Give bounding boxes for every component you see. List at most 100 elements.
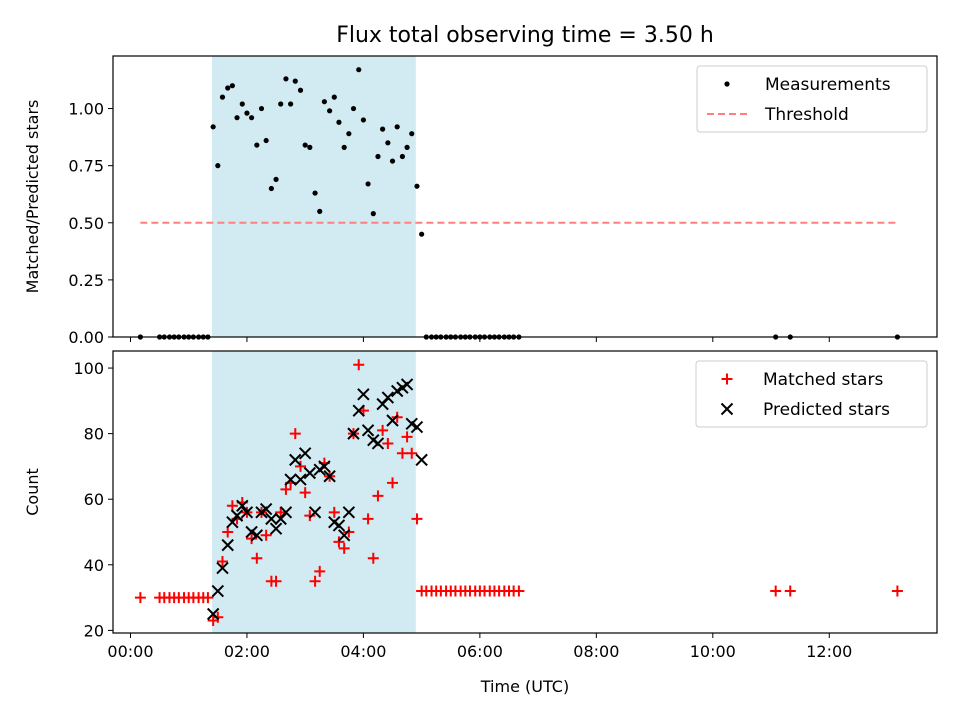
y-tick-label: 40 (84, 556, 104, 575)
measurements-point (389, 158, 396, 164)
bottom-legend: Matched stars Predicted stars (695, 360, 928, 428)
measurements-point (278, 101, 284, 107)
bottom-y-axis-label: Count (23, 468, 42, 516)
matched-stars-point (401, 431, 413, 443)
matched-stars-point (251, 552, 263, 564)
matched-stars-point (784, 585, 796, 597)
matched-stars-point (202, 592, 214, 604)
top-y-axis-label: Matched/Predicted stars (23, 100, 42, 294)
measurements-point (331, 94, 337, 100)
matched-stars-point (280, 483, 292, 495)
top-ticks: 0.00 0.25 0.50 0.75 1.00 (68, 100, 830, 347)
measurements-point (409, 131, 415, 137)
x-tick-label: 06:00 (457, 642, 503, 661)
y-tick-label: 100 (73, 359, 104, 378)
predicted-stars-point (303, 466, 317, 480)
predicted-stars-point (289, 453, 302, 467)
matched-stars-point (289, 428, 301, 440)
predicted-stars-point (230, 509, 244, 522)
matched-stars-point (396, 447, 408, 459)
measurements-point (292, 78, 298, 84)
matched-stars-point (372, 490, 384, 502)
predicted-stars-point (318, 460, 331, 473)
measurements-point (268, 185, 274, 192)
predicted-stars-point (294, 473, 307, 486)
x-tick-label: 10:00 (690, 642, 736, 661)
matched-stars-point (304, 510, 316, 522)
predicted-stars-point (250, 529, 264, 542)
predicted-stars-point (265, 512, 278, 526)
matched-stars-point (328, 506, 340, 518)
matched-stars-point (406, 447, 418, 459)
matched-stars-point (353, 359, 365, 371)
y-tick-label: 0.25 (68, 271, 104, 290)
matched-stars-point (299, 487, 311, 499)
predicted-stars-point (415, 453, 428, 467)
measurements-point (365, 181, 371, 187)
predicted-stars-point (381, 391, 395, 404)
predicted-stars-point (308, 506, 322, 519)
measurements-point (273, 176, 279, 182)
predicted-stars-point (284, 473, 297, 486)
predicted-stars-point (298, 447, 312, 460)
bottom-panel: 20 40 60 80 100 00:00 02:00 04:00 06:00 08:00 10:0… (23, 350, 938, 696)
x-tick-label: 00:00 (107, 642, 153, 661)
measurements-point (350, 105, 357, 112)
bottom-marks (134, 359, 903, 627)
legend-marker-matched-stars (721, 373, 733, 385)
y-tick-label: 0.50 (68, 214, 104, 233)
predicted-stars-point (323, 470, 336, 483)
matched-stars-point (362, 513, 374, 525)
matched-stars-point (770, 585, 782, 597)
measurements-point (219, 94, 226, 100)
predicted-stars-point (226, 515, 239, 529)
legend-label-measurements: Measurements (765, 75, 891, 95)
measurements-point (312, 190, 318, 196)
predicted-stars-point (342, 506, 356, 519)
predicted-stars-point (332, 519, 346, 532)
matched-stars-point (246, 533, 258, 545)
measurements-point (225, 85, 231, 91)
chart-title: Flux total observing time = 3.50 h (336, 23, 714, 48)
y-tick-label: 0.75 (68, 157, 104, 176)
legend-label-threshold: Threshold (764, 105, 849, 125)
measurements-point (248, 115, 255, 121)
measurements-point (375, 153, 381, 160)
legend-marker-measurements (724, 81, 730, 87)
top-legend-box (696, 65, 928, 133)
legend-label-matched-stars: Matched stars (763, 370, 883, 390)
predicted-stars-point (357, 388, 370, 401)
measurements-point (399, 153, 406, 160)
x-tick-label: 08:00 (573, 642, 619, 661)
measurements-point (288, 101, 294, 107)
measurements-point (336, 119, 342, 125)
predicted-stars-point (410, 420, 424, 434)
measurements-point (341, 144, 347, 150)
matched-stars-point (411, 513, 423, 525)
y-tick-label: 20 (84, 621, 104, 640)
observing-window-span (211, 351, 416, 633)
bottom-ticks: 20 40 60 80 100 00:00 02:00 04:00 06:00 08:00 10:0… (73, 359, 852, 661)
matched-stars-point (270, 575, 282, 587)
measurements-point (234, 115, 240, 121)
measurements-point (307, 144, 313, 150)
matched-stars-point (226, 500, 238, 512)
measurements-point (244, 110, 250, 116)
x-tick-label: 12:00 (806, 642, 852, 661)
matched-stars-point (314, 565, 326, 577)
y-tick-label: 1.00 (68, 100, 104, 119)
top-panel: 0.00 0.25 0.50 0.75 1.00 Matched/Predicted s… (23, 55, 938, 347)
measurements-point (317, 208, 323, 214)
x-axis-label: Time (UTC) (480, 677, 569, 696)
matched-stars-point (338, 542, 350, 554)
y-tick-label: 80 (84, 425, 104, 444)
measurements-point (215, 163, 221, 169)
predicted-stars-point (221, 538, 234, 552)
matched-stars-point (222, 526, 234, 538)
matched-stars-point (260, 529, 272, 541)
measurements-point (327, 108, 333, 114)
measurements-point (360, 117, 367, 123)
predicted-stars-point (361, 424, 375, 437)
measurements-point (414, 183, 420, 189)
predicted-stars-point (400, 378, 414, 391)
